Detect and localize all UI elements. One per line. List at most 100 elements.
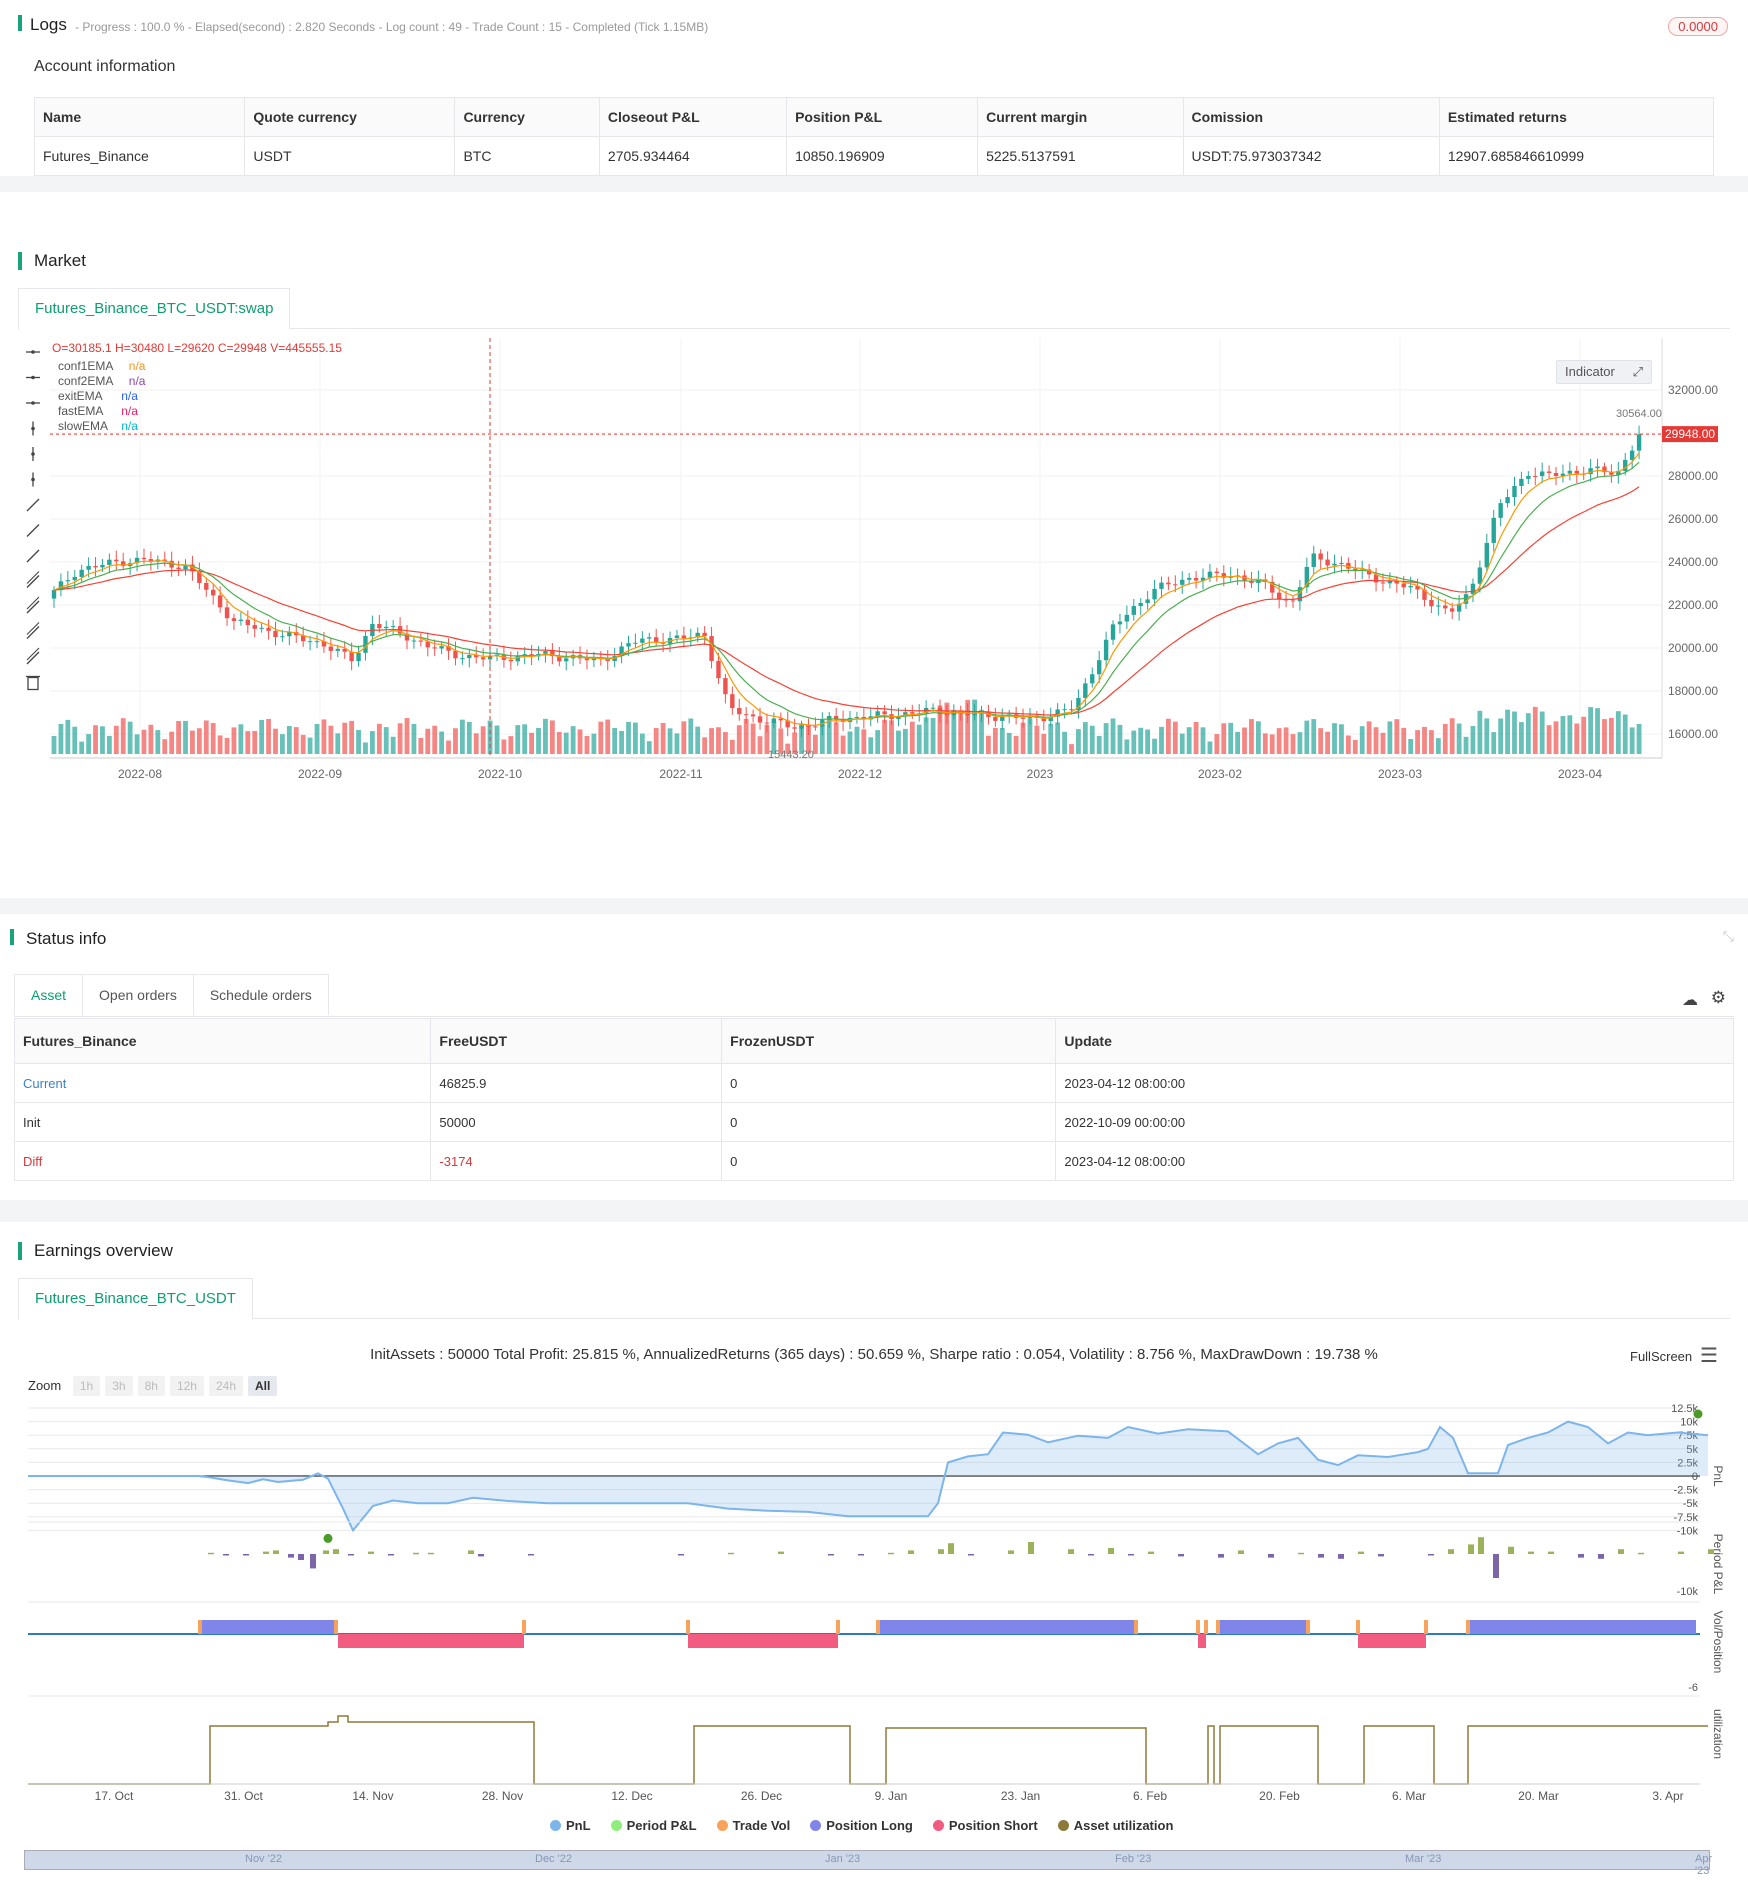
zoom-3h-button[interactable]: 3h (105, 1376, 133, 1396)
horizontal-line-icon[interactable] (26, 375, 40, 380)
volume-bar (252, 730, 258, 754)
volume-bar (155, 730, 161, 754)
legend-marker-icon (1057, 1820, 1069, 1831)
legend-marker-icon (550, 1820, 561, 1831)
candle-body (314, 641, 320, 643)
volume-bar (556, 731, 562, 754)
trade-vol-bar (1204, 1620, 1208, 1634)
zoom-label: Zoom (28, 1378, 62, 1393)
period-pnl-bar (478, 1554, 484, 1557)
fib-icon[interactable] (26, 622, 40, 639)
indicator-button[interactable]: Indicator ⤢ (1556, 360, 1652, 384)
account-value-cell: Futures_Binance (33, 136, 246, 176)
segment-icon[interactable] (31, 447, 35, 461)
period-pnl-bar (348, 1554, 354, 1556)
layers-icon[interactable] (26, 647, 40, 665)
volume-bar (515, 725, 521, 754)
position-axis-label: -6 (1688, 1682, 1698, 1694)
zoom-8h-button[interactable]: 8h (137, 1376, 165, 1396)
trash-icon[interactable] (26, 675, 40, 691)
candlestick-chart[interactable]: 32000.0030000.0028000.0026000.0024000.00… (0, 338, 1748, 898)
volume-bar (549, 720, 555, 754)
period-pnl-bar (1028, 1542, 1034, 1554)
market-panel: Market Futures_Binance_BTC_USDT:swap 320… (0, 192, 1748, 898)
legend-item[interactable]: Trade Vol (716, 1818, 790, 1833)
candle-body (65, 580, 71, 582)
volume-bar (494, 725, 500, 754)
period-pnl-bar (1358, 1551, 1364, 1554)
period-pnl-bar (828, 1554, 834, 1556)
period-pnl-bar (1088, 1554, 1094, 1556)
settings-gear-icon[interactable]: ⚙ (1710, 988, 1726, 1007)
volume-bar (203, 720, 209, 754)
status-tab-asset[interactable]: Asset (14, 974, 84, 1016)
menu-icon[interactable]: ☰ (1700, 1345, 1718, 1367)
ohlc-readout: O=30185.1 H=30480 L=29620 C=29948 V=4455… (52, 341, 342, 355)
navigator[interactable]: Nov '22 Dec '22 Jan '23 Feb '23 Mar '23 Apr '… (24, 1850, 1712, 1877)
volume-bar (681, 721, 687, 754)
zoom-1h-button[interactable]: 1h (72, 1376, 101, 1396)
zoom-24h-button[interactable]: 24h (208, 1376, 243, 1396)
legend-item[interactable]: Position Short (932, 1818, 1038, 1833)
candle-body (1290, 600, 1296, 602)
candle-body (1173, 584, 1178, 586)
volume-bar (619, 730, 624, 754)
candle-body (1276, 592, 1282, 600)
slow-ema-line (53, 486, 1640, 716)
navigator-label: Dec '22 (535, 1853, 572, 1865)
candle-body (162, 559, 167, 561)
candle-body (79, 569, 84, 577)
measure-icon[interactable] (31, 472, 35, 487)
legend-item[interactable]: PnL (550, 1818, 591, 1833)
asset-free: 50000 (430, 1102, 723, 1142)
pnl-axis-label: -10k (1677, 1525, 1699, 1537)
account-value-cell: USDT (244, 136, 456, 176)
parallel-channel-icon[interactable] (26, 596, 40, 614)
period-pnl-bar (1298, 1552, 1304, 1555)
trend-line-icon[interactable] (26, 498, 40, 512)
collapse-icon[interactable]: ⤡ (1722, 928, 1734, 944)
earnings-symbol-tab[interactable]: Futures_Binance_BTC_USDT (18, 1278, 253, 1320)
earnings-chart[interactable]: 12.5k10k7.5k5k2.5k0-2.5k-5k-7.5k-10k-10k… (0, 1404, 1748, 1864)
cloud-download-icon[interactable]: ☁ (1682, 992, 1698, 1009)
volume-bar (1366, 721, 1372, 754)
zoom-All-button[interactable]: All (248, 1376, 278, 1396)
pnl-axis-label: -5k (1683, 1498, 1699, 1510)
candle-body (1443, 605, 1448, 609)
legend-label: Position Long (826, 1818, 913, 1833)
candle-body (474, 654, 479, 658)
trade-vol-bar (836, 1620, 840, 1634)
volume-bar (404, 718, 410, 754)
account-table: Name Quote currency Currency Closeout P&L Po… (33, 97, 1715, 176)
trend-angle-icon[interactable] (26, 524, 40, 537)
asset-table: Futures_Binance FreeUSDT FrozenUSDT Update … (13, 1018, 1734, 1181)
legend-item[interactable]: Asset utilization (1057, 1818, 1173, 1833)
status-tab-open-orders[interactable]: Open orders (82, 974, 194, 1015)
legend-item[interactable]: Position Long (810, 1818, 913, 1833)
market-symbol-tab[interactable]: Futures_Binance_BTC_USDT:swap (18, 288, 291, 330)
crosshair-icon[interactable] (26, 350, 40, 354)
volume-bar (1255, 721, 1261, 754)
price-range-icon[interactable] (26, 571, 40, 588)
candle-body (134, 557, 140, 564)
volume-bar (736, 725, 742, 754)
volume-bar (1401, 727, 1407, 754)
volume-bar (1311, 719, 1317, 754)
volume-bar (1595, 708, 1600, 754)
volume-bar (979, 709, 984, 754)
asset-row-label: Current (13, 1063, 432, 1103)
candle-body (833, 715, 839, 720)
volume-bar (1519, 722, 1524, 754)
status-tab-schedule-orders[interactable]: Schedule orders (192, 974, 329, 1015)
vertical-line-icon[interactable] (31, 421, 35, 436)
ray-icon[interactable] (26, 401, 40, 405)
extended-line-icon[interactable] (26, 549, 40, 563)
fullscreen-button[interactable]: FullScreen (1630, 1349, 1693, 1364)
candle-body (737, 707, 742, 715)
volume-bar (1027, 718, 1033, 754)
volume-bar (639, 733, 645, 754)
legend-item[interactable]: Period P&L (610, 1818, 697, 1833)
volume-bar (1463, 736, 1469, 754)
zoom-12h-button[interactable]: 12h (169, 1376, 204, 1396)
volume-bar (473, 733, 479, 754)
